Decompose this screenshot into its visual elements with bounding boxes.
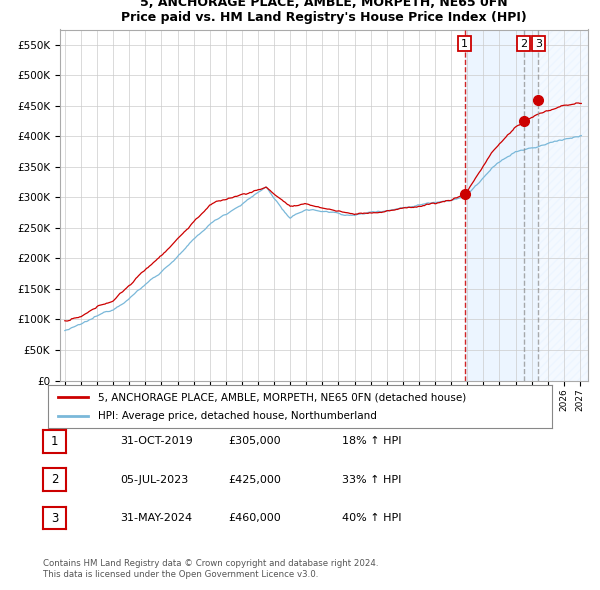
Text: 40% ↑ HPI: 40% ↑ HPI xyxy=(342,513,401,523)
Text: 3: 3 xyxy=(51,512,58,525)
Text: 05-JUL-2023: 05-JUL-2023 xyxy=(120,475,188,484)
Text: £305,000: £305,000 xyxy=(228,437,281,446)
Text: 31-MAY-2024: 31-MAY-2024 xyxy=(120,513,192,523)
Text: This data is licensed under the Open Government Licence v3.0.: This data is licensed under the Open Gov… xyxy=(43,571,319,579)
Text: £425,000: £425,000 xyxy=(228,475,281,484)
Text: 31-OCT-2019: 31-OCT-2019 xyxy=(120,437,193,446)
Text: 18% ↑ HPI: 18% ↑ HPI xyxy=(342,437,401,446)
Text: 1: 1 xyxy=(51,435,58,448)
Bar xyxy=(464,30,538,381)
Title: 5, ANCHORAGE PLACE, AMBLE, MORPETH, NE65 0FN
Price paid vs. HM Land Registry's H: 5, ANCHORAGE PLACE, AMBLE, MORPETH, NE65… xyxy=(121,0,527,24)
Text: 5, ANCHORAGE PLACE, AMBLE, MORPETH, NE65 0FN (detached house): 5, ANCHORAGE PLACE, AMBLE, MORPETH, NE65… xyxy=(98,392,467,402)
Text: 2: 2 xyxy=(520,38,527,48)
Text: 2: 2 xyxy=(51,473,58,486)
Text: HPI: Average price, detached house, Northumberland: HPI: Average price, detached house, Nort… xyxy=(98,411,377,421)
Text: 3: 3 xyxy=(535,38,542,48)
Bar xyxy=(538,30,588,381)
Text: 33% ↑ HPI: 33% ↑ HPI xyxy=(342,475,401,484)
Text: £460,000: £460,000 xyxy=(228,513,281,523)
Text: Contains HM Land Registry data © Crown copyright and database right 2024.: Contains HM Land Registry data © Crown c… xyxy=(43,559,379,568)
Text: 1: 1 xyxy=(461,38,468,48)
